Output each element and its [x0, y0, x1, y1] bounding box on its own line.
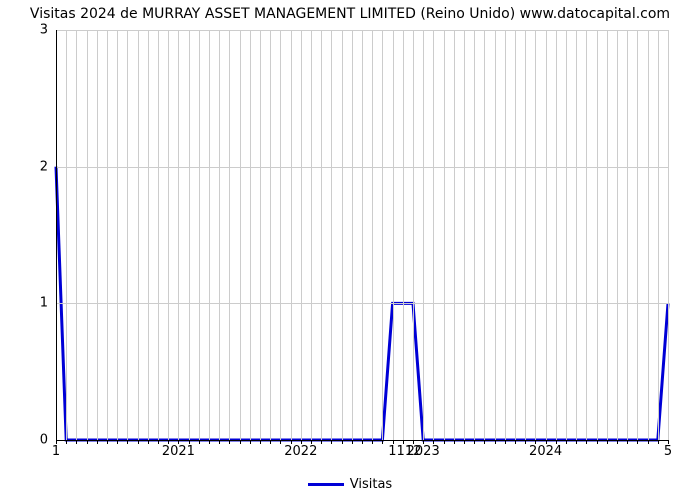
gridline-v — [199, 30, 200, 440]
gridline-v — [301, 30, 302, 440]
gridline-v — [495, 30, 496, 440]
gridline-v — [352, 30, 353, 440]
gridline-v — [127, 30, 128, 440]
gridline-v — [484, 30, 485, 440]
gridline-v — [586, 30, 587, 440]
gridline-v — [576, 30, 577, 440]
gridline-v — [107, 30, 108, 440]
xtick-edge-label: 1 — [52, 444, 60, 459]
gridline-v — [566, 30, 567, 440]
legend: Visitas — [0, 477, 700, 492]
gridline-v — [260, 30, 261, 440]
gridline-v — [648, 30, 649, 440]
gridline-v — [87, 30, 88, 440]
ytick-label: 1 — [8, 296, 48, 311]
gridline-v — [189, 30, 190, 440]
gridline-v — [403, 30, 404, 440]
ytick-label: 0 — [8, 433, 48, 448]
gridline-v — [444, 30, 445, 440]
legend-swatch — [308, 483, 344, 486]
gridline-v — [607, 30, 608, 440]
y-axis-line — [56, 30, 57, 440]
gridline-v — [250, 30, 251, 440]
gridline-v — [291, 30, 292, 440]
gridline-v — [321, 30, 322, 440]
gridline-v — [331, 30, 332, 440]
gridline-v — [597, 30, 598, 440]
gridline-v — [270, 30, 271, 440]
gridline-v — [148, 30, 149, 440]
gridline-v — [158, 30, 159, 440]
gridline-h — [56, 30, 668, 31]
chart-title: Visitas 2024 de MURRAY ASSET MANAGEMENT … — [0, 6, 700, 22]
gridline-v — [240, 30, 241, 440]
gridline-h — [56, 303, 668, 304]
gridline-v — [178, 30, 179, 440]
gridline-v — [138, 30, 139, 440]
gridline-v — [372, 30, 373, 440]
gridline-v — [97, 30, 98, 440]
gridline-v — [382, 30, 383, 440]
xtick-edge-label: 5 — [664, 444, 672, 459]
gridline-v — [229, 30, 230, 440]
gridline-v — [433, 30, 434, 440]
gridline-v — [464, 30, 465, 440]
xtick-label: 2022 — [284, 444, 317, 459]
ytick-label: 2 — [8, 159, 48, 174]
ytick-label: 3 — [8, 23, 48, 38]
xtick-label: 2021 — [162, 444, 195, 459]
xtick-edge-label: 1112 — [388, 444, 421, 459]
legend-label: Visitas — [350, 477, 392, 492]
gridline-v — [393, 30, 394, 440]
plot-area — [56, 30, 668, 440]
gridline-v — [209, 30, 210, 440]
gridline-v — [76, 30, 77, 440]
gridline-v — [423, 30, 424, 440]
xtick-label: 2024 — [529, 444, 562, 459]
gridline-v — [658, 30, 659, 440]
gridline-v — [505, 30, 506, 440]
x-axis-line — [56, 440, 668, 441]
gridline-v — [311, 30, 312, 440]
gridline-v — [515, 30, 516, 440]
gridline-h — [56, 167, 668, 168]
gridline-v — [219, 30, 220, 440]
gridline-v — [525, 30, 526, 440]
gridline-v — [474, 30, 475, 440]
gridline-v — [362, 30, 363, 440]
gridline-v — [627, 30, 628, 440]
gridline-v — [66, 30, 67, 440]
gridline-v — [454, 30, 455, 440]
chart-container: Visitas 2024 de MURRAY ASSET MANAGEMENT … — [0, 0, 700, 500]
gridline-v — [668, 30, 669, 440]
gridline-v — [413, 30, 414, 440]
gridline-v — [535, 30, 536, 440]
gridline-v — [546, 30, 547, 440]
gridline-v — [168, 30, 169, 440]
gridline-v — [637, 30, 638, 440]
gridline-v — [617, 30, 618, 440]
gridline-v — [342, 30, 343, 440]
gridline-v — [556, 30, 557, 440]
gridline-v — [280, 30, 281, 440]
gridline-v — [117, 30, 118, 440]
